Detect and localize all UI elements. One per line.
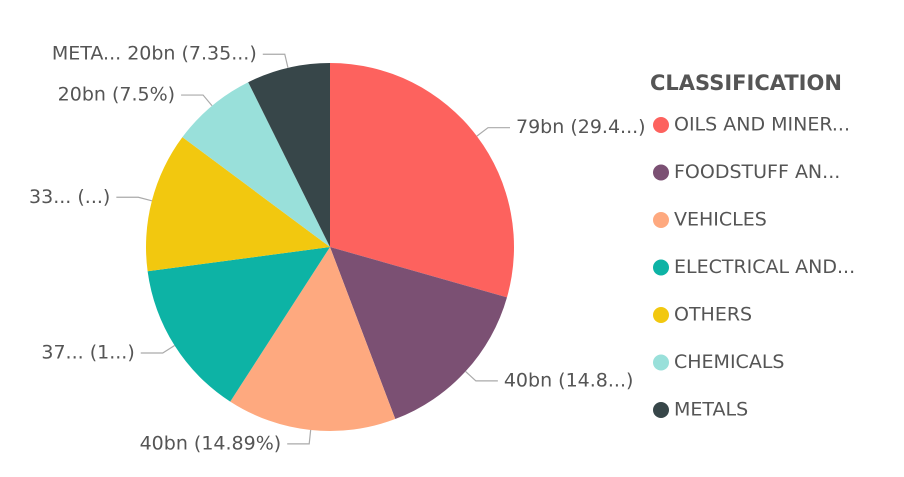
- legend-swatch: [653, 307, 669, 323]
- leader-line: [465, 370, 498, 382]
- legend-swatch: [653, 117, 669, 133]
- pie-slice: [248, 63, 330, 247]
- data-label: 40bn (14.89%): [140, 432, 282, 454]
- legend-swatch: [653, 259, 669, 276]
- legend-label: VEHICLES: [674, 209, 767, 231]
- pie-slice: [230, 247, 396, 432]
- legend-swatch: [653, 402, 669, 418]
- legend-swatch: [653, 212, 669, 228]
- data-label: 40bn (14.8...): [504, 369, 634, 391]
- legend-label: OILS AND MINER...: [674, 114, 850, 136]
- leader-line: [262, 53, 289, 68]
- pie-slice: [146, 137, 330, 272]
- data-label: META... 20bn (7.35...): [52, 43, 257, 65]
- legend-swatch: [653, 164, 669, 181]
- leader-line: [140, 344, 175, 354]
- data-label: 37... (1...): [41, 341, 134, 363]
- data-label: 79bn (29.4...): [516, 116, 646, 138]
- data-label: 20bn (7.5%): [58, 84, 175, 106]
- legend-label: CHEMICALS: [674, 351, 784, 373]
- pie-slice: [330, 247, 507, 420]
- data-label: 33... (...): [29, 186, 110, 208]
- legend-label: ELECTRICAL AND...: [674, 256, 855, 278]
- legend-label: OTHERS: [674, 304, 752, 326]
- legend-title: CLASSIFICATION: [650, 71, 842, 95]
- leader-line: [116, 196, 153, 202]
- leader-line: [476, 127, 511, 137]
- leader-line: [181, 94, 213, 107]
- legend-swatch: [653, 354, 669, 371]
- pie-slice: [330, 63, 514, 298]
- legend-label: FOODSTUFF AN...: [674, 161, 840, 183]
- legend-label: METALS: [674, 399, 748, 421]
- pie-slice: [147, 247, 330, 402]
- pie-slice: [182, 82, 330, 247]
- leader-line: [287, 429, 312, 445]
